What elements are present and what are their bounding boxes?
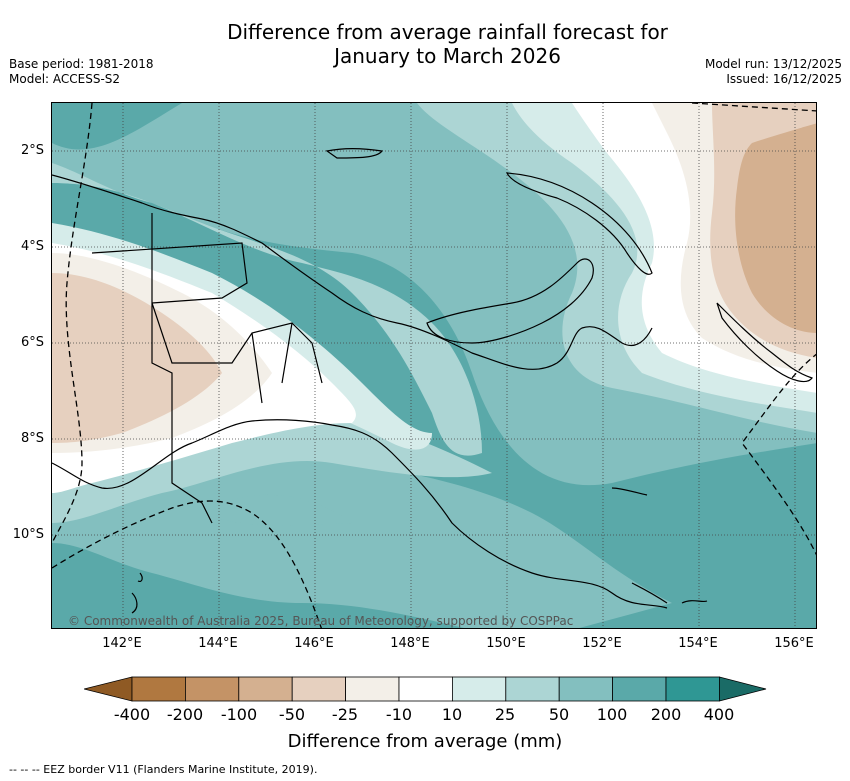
- lat-label-8s: 8°S: [20, 431, 44, 446]
- lon-label-148e: 148°E: [390, 636, 430, 651]
- issued-date: Issued: 16/12/2025: [726, 72, 842, 86]
- bougainville: [716, 302, 813, 383]
- model-run: Model run: 13/12/2025: [704, 57, 842, 71]
- cb-tick-200: 200: [650, 705, 682, 724]
- title-line-1: Difference from average rainfall forecas…: [227, 20, 668, 44]
- base-period: Base period: 1981-2018: [9, 57, 154, 71]
- model-info: Base period: 1981-2018 Model: ACCESS-S2: [9, 57, 154, 87]
- cb-tick-minus-25: -25: [331, 705, 359, 724]
- new-britain: [426, 258, 594, 344]
- title-line-2: January to March 2026: [334, 44, 561, 68]
- map-canvas: [52, 103, 816, 628]
- lon-label-142e: 142°E: [102, 636, 142, 651]
- lon-label-156e: 156°E: [774, 636, 814, 651]
- cb-tick-minus-10: -10: [385, 705, 413, 724]
- band-minus-25-50-west: [52, 273, 222, 443]
- cb-swatch-1: [131, 676, 186, 702]
- lon-label-146e: 146°E: [294, 636, 334, 651]
- lat-label-4s: 4°S: [20, 239, 44, 254]
- band-25-50: [52, 163, 482, 456]
- lon-label-150e: 150°E: [486, 636, 526, 651]
- manus: [325, 148, 384, 159]
- province-lines: [91, 242, 323, 404]
- lon-label-152e: 152°E: [582, 636, 622, 651]
- band-minus-50-100: [735, 123, 816, 333]
- band-50-100-west: [202, 494, 352, 526]
- cb-tick-50: 50: [548, 705, 570, 724]
- new-ireland: [505, 172, 653, 275]
- cb-arrow-low: [84, 676, 133, 702]
- cb-swatch-8: [505, 676, 560, 702]
- cb-swatch-4: [291, 676, 346, 702]
- lat-label-10s: 10°S: [12, 527, 44, 542]
- map-title: Difference from average rainfall forecas…: [0, 20, 850, 68]
- cb-swatch-10: [612, 676, 667, 702]
- cb-swatch-3: [238, 676, 293, 702]
- cb-swatch-7: [451, 676, 507, 702]
- cb-swatch-5: [345, 676, 400, 702]
- new-guinea-south-coast: [52, 419, 668, 609]
- cb-arrow-high: [719, 676, 767, 702]
- credit-text: © Commonwealth of Australia 2025, Bureau…: [68, 614, 574, 628]
- cb-swatch-6: [398, 676, 453, 702]
- lon-label-144e: 144°E: [198, 636, 238, 651]
- cb-tick-25: 25: [494, 705, 516, 724]
- louisiade-islands: [611, 487, 708, 604]
- coastlines: [52, 148, 813, 614]
- cb-tick-minus-400: -400: [113, 705, 151, 724]
- band-50-100-south: [52, 456, 672, 628]
- eez-legend-note: -- -- -- EEZ border V11 (Flanders Marine…: [9, 763, 318, 776]
- run-info: Model run: 13/12/2025 Issued: 16/12/2025: [705, 57, 842, 87]
- cb-tick-400: 400: [703, 705, 735, 724]
- cb-tick-10: 10: [441, 705, 463, 724]
- cb-tick-minus-100: -100: [220, 705, 258, 724]
- cb-swatch-11: [665, 676, 720, 702]
- cb-tick-100: 100: [596, 705, 628, 724]
- lat-label-2s: 2°S: [20, 143, 44, 158]
- cb-swatch-9: [558, 676, 614, 702]
- cb-tick-minus-50: -50: [278, 705, 306, 724]
- eez-borders: [52, 103, 816, 628]
- cb-swatch-2: [185, 676, 240, 702]
- colorbar-label: Difference from average (mm): [287, 731, 563, 752]
- lon-label-154e: 154°E: [678, 636, 718, 651]
- lat-label-6s: 6°S: [20, 335, 44, 350]
- model-name: Model: ACCESS-S2: [9, 72, 121, 86]
- cb-tick-minus-200: -200: [166, 705, 204, 724]
- rainfall-map: [51, 102, 817, 629]
- png-border: [151, 213, 213, 524]
- new-guinea-north-coast: [52, 174, 653, 370]
- colorbar: [84, 676, 767, 702]
- graticule: [52, 103, 816, 628]
- torres-islands: [131, 572, 143, 614]
